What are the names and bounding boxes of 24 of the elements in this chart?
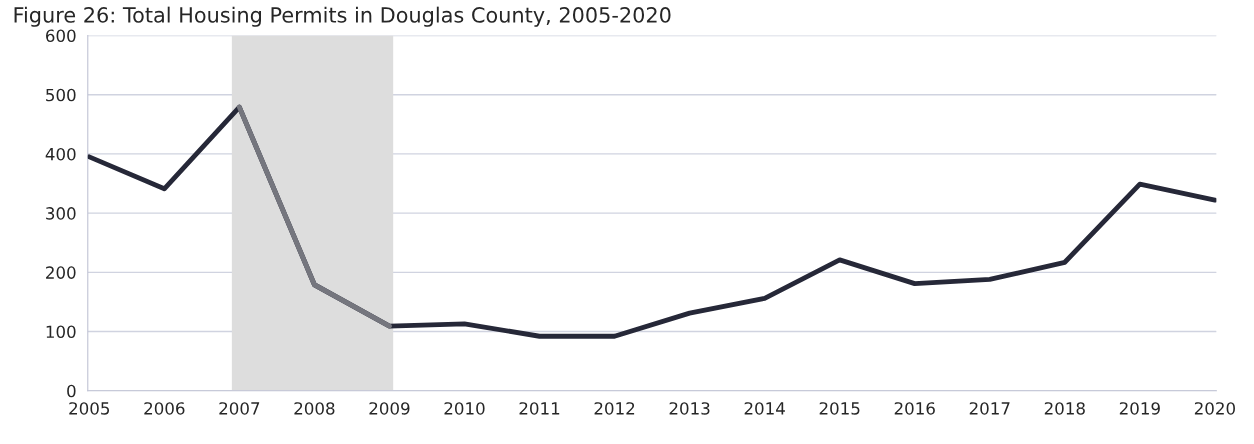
x-tick-label: 2020 xyxy=(1194,402,1235,415)
x-tick-label: 2006 xyxy=(144,402,185,415)
y-tick-label: 300 xyxy=(46,207,76,220)
x-tick-label: 2011 xyxy=(519,402,560,415)
y-tick-label: 400 xyxy=(45,147,76,161)
x-tick-label: 2019 xyxy=(1119,402,1160,415)
x-tick-label: 2018 xyxy=(1044,402,1085,415)
y-tick-label: 100 xyxy=(46,325,76,339)
x-tick-label: 2015 xyxy=(819,402,860,415)
x-tick-label: 2013 xyxy=(669,402,710,415)
x-tick-label: 2007 xyxy=(219,402,260,415)
x-tick-label: 2014 xyxy=(744,402,785,415)
x-tick-label: 2008 xyxy=(294,402,335,415)
x-tick-label: 2012 xyxy=(594,402,635,415)
x-tick-label: 2010 xyxy=(444,402,485,415)
x-tick-label: 2005 xyxy=(69,402,110,415)
y-tick-label: 500 xyxy=(46,88,76,102)
y-tick-label: 0 xyxy=(67,384,76,398)
x-tick-label: 2016 xyxy=(894,402,935,415)
chart-title: Figure 26: Total Housing Permits in Douglas County, 2005-2020 xyxy=(14,6,671,27)
x-tick-label: 2009 xyxy=(369,402,410,415)
y-tick-label: 600 xyxy=(46,29,76,43)
y-tick-label: 200 xyxy=(46,266,76,279)
x-tick-label: 2017 xyxy=(969,402,1010,415)
